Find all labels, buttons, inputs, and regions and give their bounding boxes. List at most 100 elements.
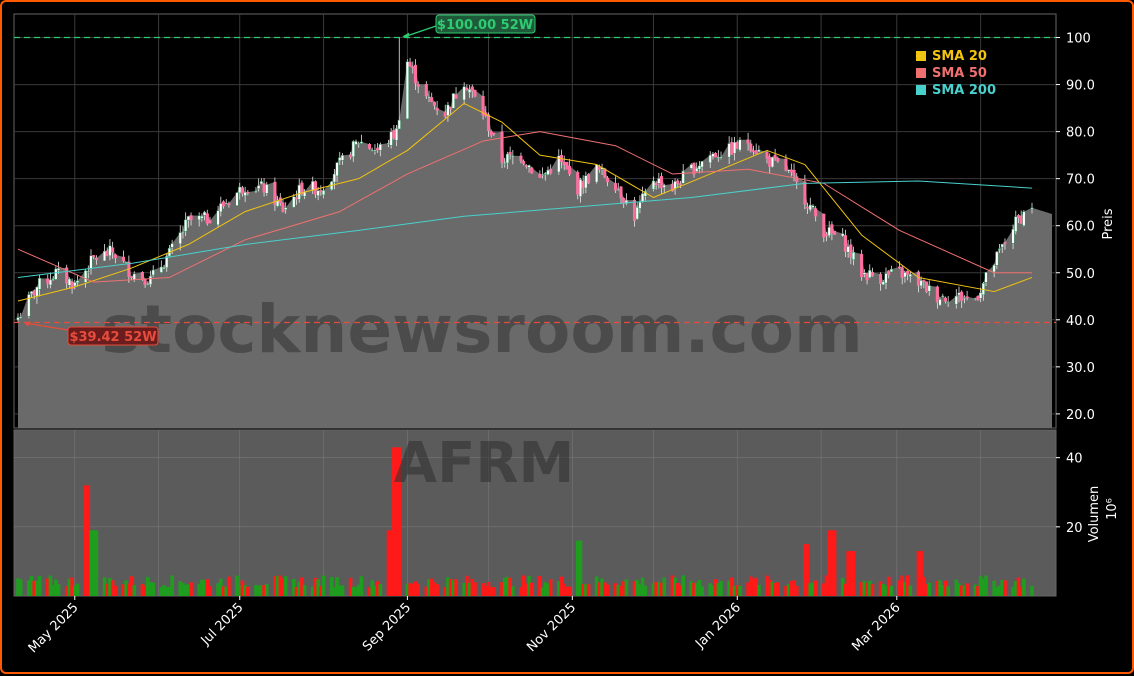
candle-up xyxy=(124,261,128,264)
volume-bar-down xyxy=(313,578,318,596)
volume-bar-down xyxy=(392,447,396,596)
volume-bar-down xyxy=(246,586,250,596)
candle-up xyxy=(148,275,153,285)
candle-up xyxy=(546,169,550,175)
volume-bar-up xyxy=(283,576,288,596)
volume-bar-up xyxy=(727,580,731,596)
volume-bar-down xyxy=(483,585,488,596)
candle-down xyxy=(586,174,591,184)
candle-down xyxy=(879,273,883,284)
candle-down xyxy=(773,154,777,159)
volume-bar-up xyxy=(75,583,80,596)
legend-swatch-sma20 xyxy=(916,51,926,61)
candle-down xyxy=(751,150,756,153)
candle-down xyxy=(676,180,680,185)
volume-bar-up xyxy=(91,530,96,596)
candle-up xyxy=(846,246,850,253)
candle-up xyxy=(427,96,431,99)
candle-down xyxy=(632,199,637,221)
candle-down xyxy=(922,280,926,282)
candle-up xyxy=(397,119,401,130)
volume-bar-up xyxy=(373,585,377,596)
volume-bar-down xyxy=(843,583,848,596)
volume-bar-up xyxy=(575,540,580,596)
volume-bar-down xyxy=(746,582,750,596)
candle-up xyxy=(681,170,685,184)
candle-down xyxy=(424,84,428,97)
candle-up xyxy=(338,157,342,161)
candle-up xyxy=(711,153,715,157)
candle-down xyxy=(887,270,891,275)
candle-up xyxy=(51,278,55,280)
volume-bar-up xyxy=(502,577,507,596)
volume-bar-down xyxy=(489,587,493,596)
candle-down xyxy=(776,157,780,162)
volume-bar-down xyxy=(935,580,940,596)
candle-down xyxy=(319,190,323,193)
candle-down xyxy=(843,235,847,252)
x-tick-label: Jul 2025 xyxy=(198,600,247,649)
volume-bar-down xyxy=(508,577,512,596)
candle-up xyxy=(543,173,547,175)
candle-down xyxy=(562,161,566,166)
volume-bar-up xyxy=(1000,580,1005,596)
price-tick-label: 40.0 xyxy=(1066,314,1095,329)
candle-down xyxy=(749,143,753,151)
candle-up xyxy=(881,281,885,286)
watermarks: stocknewsroom.com AFRM xyxy=(101,291,863,496)
volume-bar-down xyxy=(443,587,448,596)
volume-bar-down xyxy=(473,582,477,596)
candle-up xyxy=(57,268,61,271)
candle-down xyxy=(105,250,109,256)
candle-up xyxy=(946,302,950,304)
volume-bar-down xyxy=(1019,586,1023,596)
candle-down xyxy=(416,83,420,87)
volume-bar-up xyxy=(600,578,604,596)
candle-down xyxy=(530,167,534,174)
volume-bar-up xyxy=(340,585,345,596)
candle-down xyxy=(814,208,818,217)
volume-bar-up xyxy=(332,587,337,596)
candle-down xyxy=(208,220,212,224)
candle-up xyxy=(446,104,450,116)
candle-down xyxy=(935,286,939,303)
volume-bar-down xyxy=(803,544,807,596)
volume-bar-down xyxy=(454,579,458,596)
candle-up xyxy=(738,139,742,151)
ticker-watermark: AFRM xyxy=(394,431,574,496)
candle-up xyxy=(181,231,185,233)
volume-bar-up xyxy=(54,579,58,596)
volume-bar-up xyxy=(446,577,450,596)
candle-up xyxy=(259,181,263,185)
volume-bar-up xyxy=(881,583,886,596)
volume-bar-up xyxy=(770,581,775,596)
volume-bar-down xyxy=(492,586,496,596)
candle-up xyxy=(395,128,399,141)
candle-down xyxy=(960,291,964,301)
volume-bar-up xyxy=(467,582,472,596)
volume-bar-up xyxy=(697,579,702,596)
candle-up xyxy=(979,292,983,299)
volume-bar-up xyxy=(48,575,53,596)
candle-up xyxy=(292,196,296,208)
candle-down xyxy=(376,147,380,151)
price-area xyxy=(18,61,1052,428)
candle-up xyxy=(868,270,872,278)
volume-bar-up xyxy=(719,581,723,596)
volume-bar-down xyxy=(432,582,437,596)
volume-bar-down xyxy=(127,583,131,596)
candle-down xyxy=(1019,215,1023,224)
candle-up xyxy=(716,156,720,159)
volume-bar-down xyxy=(602,582,607,596)
low-52w-annotation: $39.42 52W xyxy=(67,326,159,346)
volume-bar-down xyxy=(632,581,637,596)
volume-bar-up xyxy=(997,585,1002,596)
volume-bar-up xyxy=(546,583,550,596)
candle-down xyxy=(92,255,96,257)
candle-down xyxy=(281,202,285,212)
volume-bar-down xyxy=(121,584,126,596)
volume-bar-down xyxy=(538,576,542,596)
volume-axis-label: Volumen xyxy=(1087,486,1102,543)
x-tick-label: Sep 2025 xyxy=(360,600,414,654)
volume-bar-up xyxy=(527,576,531,596)
